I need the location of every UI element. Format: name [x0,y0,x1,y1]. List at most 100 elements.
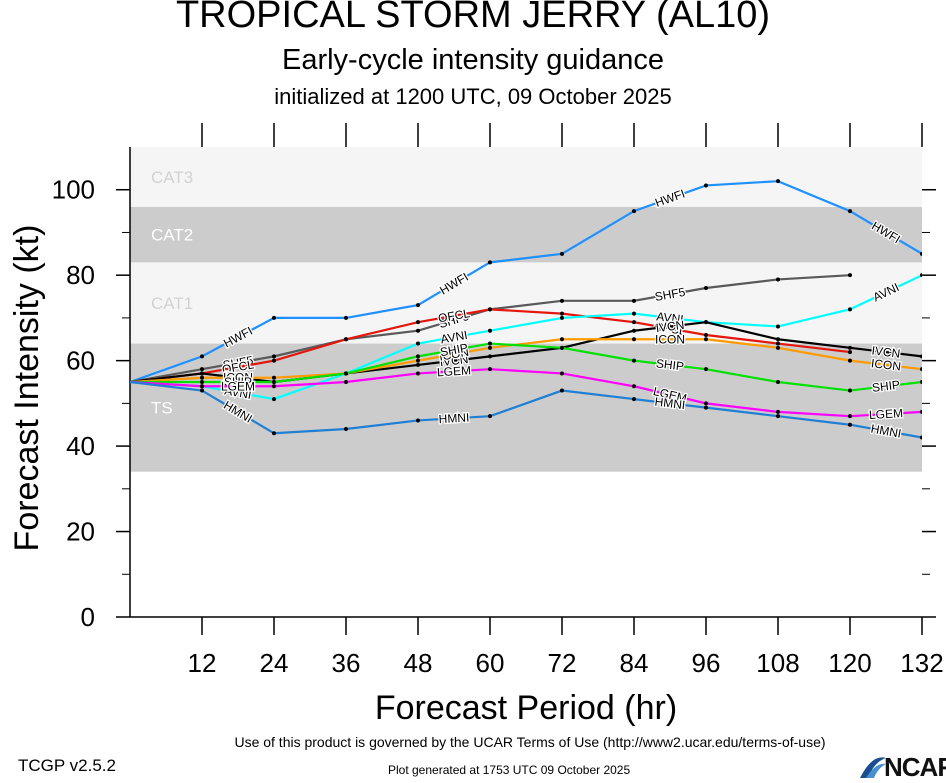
band-label-cat2: CAT2 [151,226,193,245]
data-point-hwfi [920,251,922,256]
series-label-icon: ICON [655,332,685,346]
data-point-hwfi [200,354,204,359]
terms-of-use-note: Use of this product is governed by the U… [234,734,826,750]
data-point-ivcn [848,345,852,350]
data-point-lgem [848,414,852,419]
data-point-icon [488,345,492,350]
series-line-hwfi [130,180,922,384]
data-point-icon [848,358,852,363]
data-point-ship [272,380,276,384]
generated-timestamp: Plot generated at 1753 UTC 09 October 20… [388,763,631,777]
data-point-ship [488,341,492,346]
data-point-ivcn [920,354,922,359]
band-cat2 [130,206,922,263]
data-point-hmni [344,427,348,431]
data-point-hmni [920,435,922,440]
data-point-hwfi [848,209,852,214]
data-point-avni [776,324,780,329]
data-point-lgem [920,409,922,414]
data-point-ofcl [704,333,708,337]
data-point-lgem [344,380,348,384]
series-label-lgem: LGEM [221,379,255,393]
series-label-ship: SHIP [439,341,469,360]
y-tick-label: 20 [66,517,95,547]
x-tick-label: 12 [188,648,217,678]
data-point-ivcn [776,337,780,342]
data-point-shf5 [272,354,276,359]
data-point-ship [848,388,852,393]
data-point-ship [416,354,420,359]
x-tick-label: 72 [548,648,577,678]
data-point-ship [632,358,636,363]
series-line-lgem [130,368,922,418]
y-tick-label: 60 [66,346,95,376]
data-point-ofcl [344,337,348,342]
data-point-hmni [704,405,708,410]
data-point-ivcn [632,328,636,333]
init-time-label: initialized at 1200 UTC, 09 October 2025 [274,84,672,109]
data-point-ofcl [488,307,492,312]
data-point-ivcn [488,354,492,359]
data-point-hmni [272,431,276,436]
data-point-ship [344,371,348,376]
x-tick-label: 36 [332,648,361,678]
data-point-hwfi [488,260,492,265]
data-point-hwfi [416,303,420,308]
data-point-hmni [848,422,852,427]
series-label-avni: AVNI [656,309,685,326]
data-point-ship [920,380,922,384]
version-label: TCGP v2.5.2 [18,756,116,775]
data-point-avni [272,397,276,402]
data-point-lgem [416,371,420,376]
data-point-hwfi [344,315,348,320]
data-point-ivcn [704,320,708,325]
data-point-ivcn [416,362,420,367]
data-point-lgem [776,409,780,414]
data-point-hwfi [776,179,780,184]
chart-title: TROPICAL STORM JERRY (AL10) [175,0,771,36]
ncar-logo-icon [860,757,886,778]
data-point-shf5 [416,328,420,333]
series-line-ivcn [130,321,922,384]
x-tick-label: 132 [900,648,943,678]
data-point-avni [416,341,420,346]
band-cat3 [130,147,922,207]
data-point-icon [200,375,204,380]
ncar-logo: NCAR [858,750,946,782]
series-label-lgem: LGEM [869,406,904,422]
chart-subtitle: Early-cycle intensity guidance [281,44,664,76]
data-point-ivcn [200,371,204,376]
series-label-shf5: SHF5 [654,285,687,304]
data-point-shf5 [704,286,708,290]
series-label-hmni: HMNI [654,395,686,413]
series-label-avni: AVNI [439,328,468,347]
data-point-avni [488,328,492,333]
series-label-ivcn: IVCN [871,343,901,360]
data-point-ofcl [272,358,276,363]
band-ts [130,343,922,472]
y-axis-title: Forecast Intensity (kt) [8,225,46,552]
data-point-icon [776,345,780,350]
series-group: HWFIHWFIHWFIHWFISHF5SHF5SHF5OFCLOFCLOFCL… [130,179,922,442]
data-point-hmni [200,388,204,393]
series-label-lgem: LGEM [437,363,472,379]
series-label-ship: SHIP [655,356,684,373]
y-tick-label: 100 [52,175,95,205]
data-point-lgem [560,371,564,376]
data-point-hmni [416,418,420,423]
data-point-hmni [560,388,564,393]
series-line-ship [130,342,922,392]
x-tick-label: 96 [692,648,721,678]
data-point-hmni [488,414,492,419]
x-tick-label: 48 [404,648,433,678]
data-point-shf5 [632,298,636,303]
y-tick-label: 40 [66,431,95,461]
data-point-icon [920,367,922,372]
data-point-lgem [632,384,636,389]
x-tick-label: 108 [756,648,799,678]
data-point-ship [776,380,780,384]
band-label-ts: TS [151,399,173,418]
data-point-ofcl [416,320,420,325]
data-point-ship [560,345,564,350]
